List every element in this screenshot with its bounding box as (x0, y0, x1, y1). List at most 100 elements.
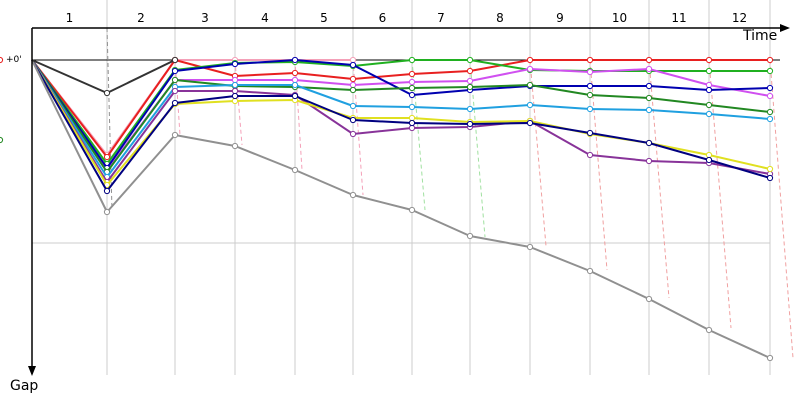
series-point (408, 119, 416, 127)
series-point (526, 119, 534, 127)
series-point (645, 295, 653, 303)
series-point (103, 153, 111, 161)
lap-label-1: 1 (66, 11, 74, 25)
series-point (645, 157, 653, 165)
series-point (586, 56, 594, 64)
pit-connector-8 (529, 59, 547, 247)
series-point (586, 151, 594, 159)
series-point (705, 156, 713, 164)
series-point (408, 114, 416, 122)
series-point (408, 124, 416, 132)
series-lines (0, 56, 774, 362)
series-point (231, 81, 239, 89)
series-point (349, 191, 357, 199)
series-point (466, 56, 474, 64)
series-point (103, 89, 111, 97)
series-point (0, 56, 4, 64)
series-line (31, 59, 771, 183)
lap-labels: 1 2 3 4 5 6 7 8 9 10 11 12 (66, 11, 747, 25)
axes (28, 24, 790, 376)
series-point (408, 70, 416, 78)
series-point (586, 267, 594, 275)
series-point (586, 105, 594, 113)
series-point (103, 187, 111, 195)
series-point (171, 87, 179, 95)
series-6 (0, 59, 774, 176)
series-point (466, 77, 474, 85)
series-point (103, 208, 111, 216)
zero-gap-label: +0' (6, 55, 22, 65)
series-point (586, 91, 594, 99)
x-axis-arrow (780, 24, 790, 32)
y-axis-arrow (28, 366, 36, 376)
series-point (291, 166, 299, 174)
pit-connector-12 (769, 59, 794, 359)
series-point (291, 81, 299, 89)
series-point (349, 81, 357, 89)
series-point (171, 99, 179, 107)
series-point (705, 56, 713, 64)
series-point (349, 130, 357, 138)
pit-stop-connectors (106, 27, 794, 359)
series-point (526, 65, 534, 73)
series-point (349, 102, 357, 110)
lap-label-2: 2 (137, 11, 145, 25)
series-point (291, 69, 299, 77)
lap-label-8: 8 (496, 11, 504, 25)
series-point (526, 243, 534, 251)
series-point (349, 116, 357, 124)
series-3 (31, 56, 774, 168)
series-point (766, 92, 774, 100)
pit-connector-9 (589, 59, 608, 271)
series-point (705, 151, 713, 159)
series-point (526, 81, 534, 89)
series-point (705, 67, 713, 75)
series-point (766, 67, 774, 75)
series-point (231, 76, 239, 84)
series-point (705, 326, 713, 334)
series-point (645, 106, 653, 114)
series-point (171, 56, 179, 64)
series-point (349, 56, 357, 64)
lap-label-6: 6 (379, 11, 387, 25)
series-point (586, 82, 594, 90)
pit-connector-2 (174, 59, 181, 136)
series-point (466, 83, 474, 91)
series-point (349, 75, 357, 83)
lap-label-3: 3 (201, 11, 209, 25)
pit-connector-11 (708, 59, 732, 329)
series-point (408, 84, 416, 92)
series-12 (31, 56, 179, 97)
series-point (231, 87, 239, 95)
series-point (645, 139, 653, 147)
series-point (291, 56, 299, 64)
series-point (171, 76, 179, 84)
series-point (645, 56, 653, 64)
pit-connector-10 (648, 59, 670, 299)
series-10 (31, 59, 774, 195)
series-point (171, 131, 179, 139)
series-point (466, 105, 474, 113)
series-point (466, 232, 474, 240)
series-point (645, 94, 653, 102)
series-point (705, 86, 713, 94)
series-point (0, 136, 4, 144)
series-point (231, 60, 239, 68)
lap-label-10: 10 (612, 11, 627, 25)
series-point (766, 56, 774, 64)
series-point (408, 91, 416, 99)
lap-label-9: 9 (556, 11, 564, 25)
x-axis-title: Time (742, 28, 777, 44)
pit-connector-1 (106, 27, 113, 211)
series-point (291, 92, 299, 100)
series-point (231, 142, 239, 150)
series-point (408, 206, 416, 214)
series-point (291, 76, 299, 84)
series-point (766, 84, 774, 92)
lap-label-7: 7 (437, 11, 445, 25)
series-11 (31, 59, 774, 362)
series-point (705, 81, 713, 89)
series-point (705, 101, 713, 109)
series-point (645, 65, 653, 73)
series-point (526, 56, 534, 64)
